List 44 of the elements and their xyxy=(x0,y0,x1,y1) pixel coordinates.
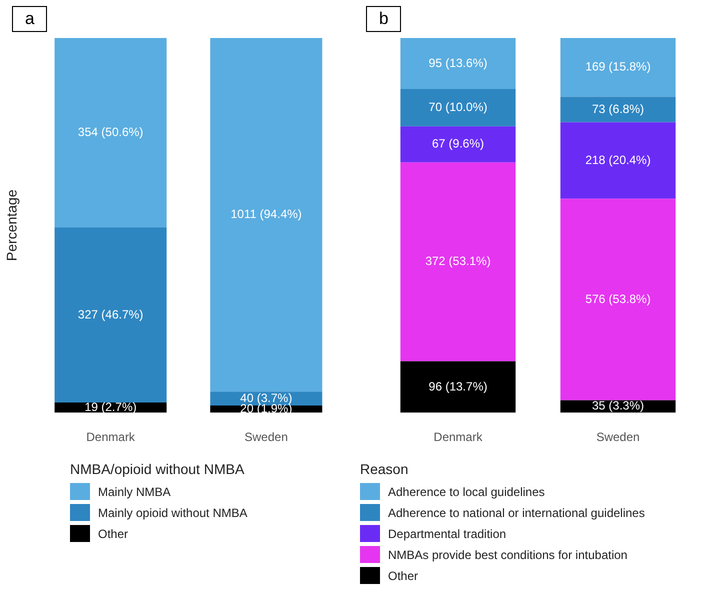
bar xyxy=(400,126,516,162)
bar xyxy=(560,38,676,97)
legend-label: Mainly NMBA xyxy=(98,484,171,498)
data-label: 95 (13.6%) xyxy=(428,56,488,70)
bar xyxy=(400,361,516,413)
chart-title: b xyxy=(366,6,402,32)
legend-label: Other xyxy=(98,526,128,540)
data-label: 1011 (94.4%) xyxy=(230,207,302,222)
legend-title: Reason xyxy=(360,461,410,477)
bar xyxy=(210,38,322,392)
data-label: 35 (3.3%) xyxy=(592,398,644,413)
data-label: 576 (53.8%) xyxy=(585,292,651,306)
data-label: 70 (10.0%) xyxy=(428,100,488,114)
bar xyxy=(560,122,676,199)
y-axis-title: Percentage xyxy=(3,189,20,262)
data-label: 327 (46.7%) xyxy=(78,307,144,322)
x-tick-label: Denmark xyxy=(86,430,136,444)
legend-title: NMBA/opioid without NMBA xyxy=(70,461,246,477)
bar xyxy=(560,96,676,122)
legend-label: NMBAs provide best conditions for intubation xyxy=(388,548,628,562)
data-label: 19 (2.7%) xyxy=(84,400,137,414)
chart-title: a xyxy=(12,6,48,32)
data-label: 169 (15.8%) xyxy=(585,60,651,74)
bar xyxy=(560,198,676,400)
bar xyxy=(400,162,516,362)
bar xyxy=(400,38,516,89)
legend-label: Adherence to national or international guidelines xyxy=(388,506,645,520)
data-label: 73 (6.8%) xyxy=(592,102,644,116)
legend-label: Mainly opioid without NMBA xyxy=(98,506,248,520)
data-label: 67 (9.6%) xyxy=(432,136,484,151)
legend-label: Adherence to local guidelines xyxy=(388,484,545,498)
data-label: 40 (3.7%) xyxy=(240,390,292,405)
data-label: 96 (13.7%) xyxy=(428,379,488,394)
data-label: 372 (53.1%) xyxy=(425,254,491,268)
x-tick-label: Sweden xyxy=(244,430,288,444)
legend-label: Departmental tradition xyxy=(388,526,506,540)
data-label: 354 (50.6%) xyxy=(78,125,144,140)
bar xyxy=(400,88,516,126)
data-label: 218 (20.4%) xyxy=(585,152,651,167)
x-tick-label: Denmark xyxy=(434,430,484,444)
bar xyxy=(54,228,167,402)
x-tick-label: Sweden xyxy=(596,430,640,444)
bar xyxy=(54,38,167,228)
legend-label: Other xyxy=(388,568,418,582)
